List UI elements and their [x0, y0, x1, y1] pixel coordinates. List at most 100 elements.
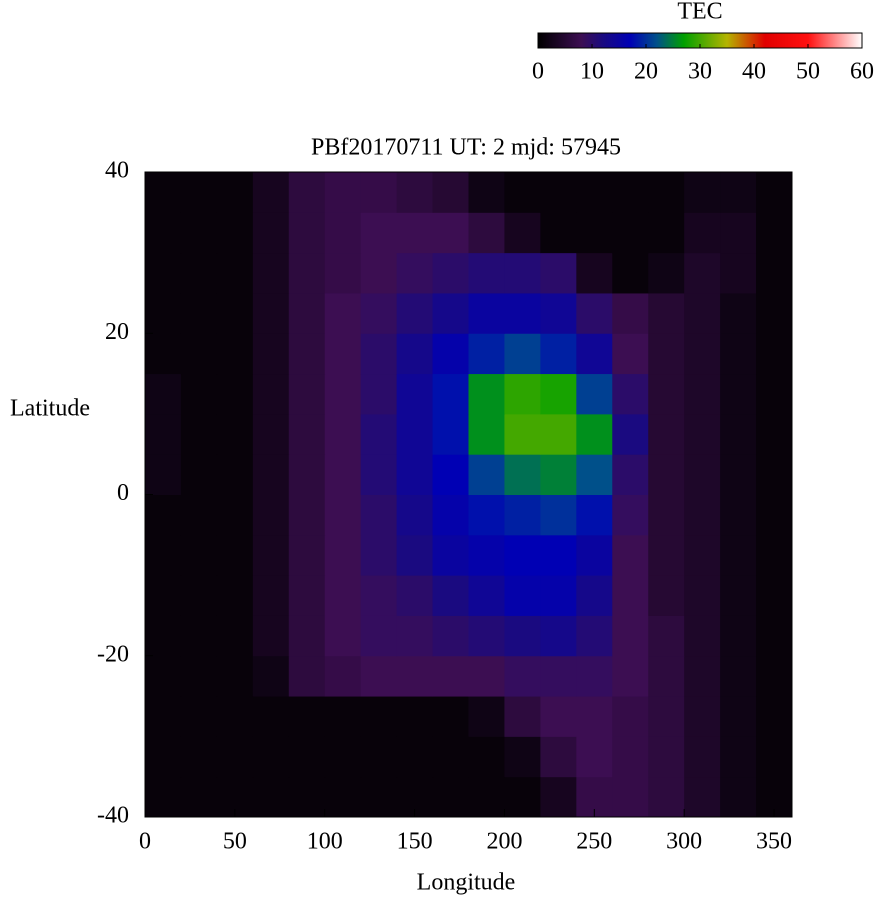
heat-cell	[684, 212, 721, 254]
heat-cell	[396, 575, 434, 616]
heat-cell	[252, 575, 290, 616]
heat-cell	[648, 413, 685, 455]
heat-cell	[324, 736, 362, 778]
heat-cell	[504, 696, 541, 737]
heat-cell	[432, 333, 469, 375]
heat-cell	[612, 615, 649, 657]
heat-cell	[216, 494, 254, 536]
colorbar-tick-label: 50	[796, 59, 820, 85]
heat-cell	[432, 494, 469, 536]
heat-cell	[252, 172, 290, 213]
heat-cell	[145, 615, 182, 657]
heat-cell	[360, 615, 398, 657]
heat-cell	[432, 534, 469, 576]
heat-cell	[252, 736, 290, 778]
heat-cell	[540, 373, 577, 415]
heat-cell	[216, 373, 254, 415]
heat-cell	[612, 736, 649, 778]
heat-cell	[540, 252, 577, 294]
heat-cell	[180, 494, 218, 536]
heat-cell	[576, 292, 613, 334]
heat-cell	[288, 655, 326, 697]
heat-cell	[684, 494, 721, 536]
heat-cell	[504, 736, 541, 778]
heat-cell	[252, 696, 290, 737]
heat-cell	[432, 736, 469, 778]
heat-cell	[540, 454, 577, 495]
heat-cell	[216, 172, 254, 213]
heat-cell	[576, 736, 613, 778]
heat-cell	[504, 413, 541, 455]
heat-cell	[684, 333, 721, 375]
heat-cell	[145, 373, 182, 415]
heat-cell	[468, 615, 505, 657]
heat-cell	[504, 373, 541, 415]
heat-cell	[756, 696, 793, 737]
heat-cell	[720, 212, 757, 254]
heat-cell	[396, 292, 434, 334]
heat-cell	[145, 333, 182, 375]
heat-cell	[324, 534, 362, 576]
heat-cell	[432, 655, 469, 697]
heat-cell	[684, 172, 721, 213]
heat-cell	[720, 696, 757, 737]
heat-cell	[360, 413, 398, 455]
heat-cell	[288, 696, 326, 737]
heat-cell	[432, 373, 469, 415]
x-tick-label: 300	[666, 829, 702, 855]
heat-cell	[468, 736, 505, 778]
heat-cell	[145, 534, 182, 576]
heat-cell	[324, 172, 362, 213]
heat-cell	[684, 373, 721, 415]
heat-cell	[216, 292, 254, 334]
heat-cell	[180, 252, 218, 294]
heat-cell	[324, 696, 362, 737]
heat-cell	[288, 776, 326, 818]
heat-cell	[468, 252, 505, 294]
heat-cell	[468, 292, 505, 334]
heat-cell	[180, 696, 218, 737]
heat-cell	[576, 413, 613, 455]
heat-cell	[648, 655, 685, 697]
heat-cell	[288, 292, 326, 334]
x-tick-label: 350	[756, 829, 792, 855]
heat-cell	[324, 292, 362, 334]
heat-cell	[684, 292, 721, 334]
heat-cell	[612, 696, 649, 737]
heat-cell	[684, 454, 721, 495]
heat-cell	[504, 172, 541, 213]
heat-cell	[648, 252, 685, 294]
heat-cell	[360, 776, 398, 818]
heat-cell	[252, 454, 290, 495]
heat-cell	[180, 172, 218, 213]
heat-cell	[180, 615, 218, 657]
heat-cell	[648, 696, 685, 737]
heat-cell	[216, 252, 254, 294]
heat-cell	[720, 736, 757, 778]
heat-cell	[576, 454, 613, 495]
heat-cell	[180, 292, 218, 334]
heat-cell	[468, 373, 505, 415]
heat-cell	[576, 373, 613, 415]
colorbar-tick-label: 30	[688, 59, 712, 85]
y-tick-label: -20	[97, 641, 129, 667]
heat-cell	[324, 776, 362, 818]
heat-cell	[576, 494, 613, 536]
heat-cell	[756, 655, 793, 697]
y-tick-label: -40	[97, 803, 129, 829]
heat-cell	[252, 534, 290, 576]
heat-cell	[648, 534, 685, 576]
y-axis-label: Latitude	[10, 396, 90, 422]
heat-cell	[576, 575, 613, 616]
heat-cell	[684, 655, 721, 697]
heat-cell	[540, 575, 577, 616]
heat-cell	[648, 454, 685, 495]
heat-cell	[576, 615, 613, 657]
heat-cell	[720, 534, 757, 576]
heat-cell	[540, 655, 577, 697]
heat-cell	[540, 534, 577, 576]
heat-cell	[540, 776, 577, 818]
heat-cell	[145, 655, 182, 697]
heat-cell	[612, 413, 649, 455]
heat-cell	[540, 292, 577, 334]
